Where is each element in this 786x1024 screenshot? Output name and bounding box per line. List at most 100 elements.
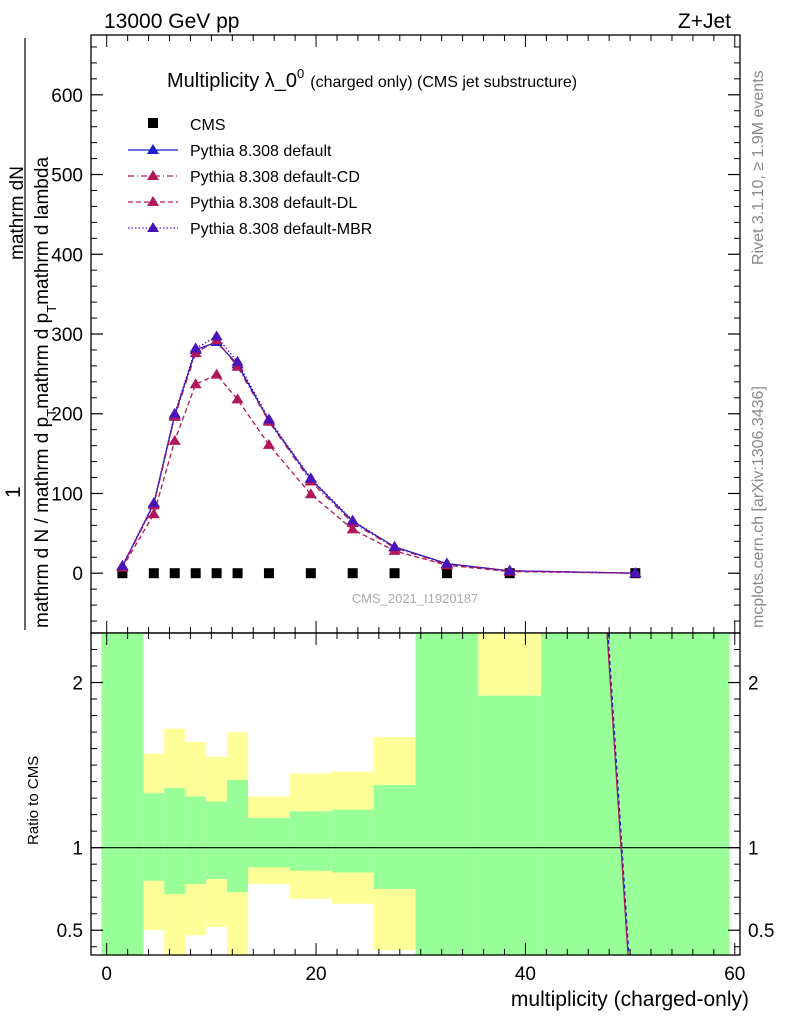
main-plot-marks (116, 330, 642, 579)
rivet-label: Rivet 3.1.10, ≥ 1.9M events (750, 70, 767, 265)
ratio-band-green (185, 796, 207, 884)
legend: CMS Pythia 8.308 default Pythia 8.308 de… (128, 117, 372, 238)
ratio-band-green (541, 633, 730, 955)
header-left: 13000 GeV pp (104, 10, 239, 33)
x-axis-label: multiplicity (charged-only) (511, 988, 749, 1011)
series-marker-4 (168, 407, 181, 418)
y-label-den-mid: mathrm d p (32, 313, 53, 409)
ratio-panel: 0.5 0.51 12 20 20 40 60 Ratio to CMS multiplic… (25, 632, 774, 1011)
ratio-series-line-blue (607, 632, 630, 956)
main-plot-frame (90, 34, 741, 634)
y-tick-label: 600 (51, 86, 83, 107)
ratio-band-yellow (478, 633, 542, 696)
legend-label-default-dl: Pythia 8.308 default-DL (190, 195, 357, 212)
x-tick-label: 0 (101, 964, 112, 985)
ratio-plot-frame (90, 632, 741, 956)
y-tick-label: 300 (51, 325, 83, 346)
cms-data-point (305, 568, 316, 579)
series-marker-4 (231, 355, 244, 366)
ratio-y-tick-label: 1 (72, 839, 83, 860)
y-label-numerator: 1 (2, 486, 25, 498)
series-marker-3 (189, 378, 202, 389)
series-marker-3 (262, 438, 275, 449)
ratio-y-tick-label-right: 0.5 (748, 921, 774, 942)
ratio-y-tick-label: 2 (72, 674, 83, 695)
plot-title-sup: 0 (297, 66, 304, 81)
series-line-3 (121, 373, 636, 574)
ratio-band-green (143, 793, 165, 881)
legend-marker-default-dl (147, 196, 159, 206)
cms-data-point (148, 568, 159, 579)
ratio-y-tick-label-right: 1 (748, 839, 759, 860)
series-marker-3 (346, 523, 359, 534)
plot-title-suffix: (charged only) (CMS jet substructure) (310, 74, 577, 91)
ratio-y-tick-label: 0.5 (57, 921, 83, 942)
y-label-den-sub2: T (44, 305, 59, 313)
legend-marker-default-mbr (147, 222, 159, 232)
x-tick-label: 40 (515, 964, 536, 985)
series-marker-4 (189, 342, 202, 353)
legend-label-cms: CMS (190, 117, 226, 134)
cms-data-point (232, 568, 243, 579)
series-marker-3 (304, 488, 317, 499)
ratio-band-green (206, 801, 228, 880)
legend-marker-default (147, 144, 159, 154)
series-marker-4 (210, 330, 223, 341)
y-axis-label: 1 mathrm d N / mathrm d pTmathrm d pTmat… (2, 38, 59, 630)
series-marker-4 (629, 567, 642, 578)
series-marker-3 (231, 393, 244, 404)
y-label-den-main: mathrm d N / mathrm d p (32, 417, 53, 628)
y-label-den-sub1: T (44, 409, 59, 417)
ratio-band-green (289, 811, 332, 871)
cms-data-point (211, 568, 222, 579)
series-marker-3 (210, 368, 223, 379)
legend-label-default-cd: Pythia 8.308 default-CD (190, 169, 360, 186)
ratio-plot-marks (91, 632, 740, 956)
y-label-den-end: mathrm d lambda (32, 157, 53, 305)
cms-data-point (117, 568, 128, 579)
legend-label-default: Pythia 8.308 default (190, 143, 332, 160)
watermark: CMS_2021_I1920187 (352, 591, 479, 606)
ratio-axes: 0.5 0.51 12 20 20 40 60 (57, 633, 774, 985)
cms-data-point (389, 568, 400, 579)
ratio-y-tick-label-right: 2 (748, 674, 759, 695)
ratio-series-line-red (606, 632, 629, 956)
cms-data-point (347, 568, 358, 579)
y-tick-label: 500 (51, 166, 83, 187)
ratio-band-green (415, 633, 479, 955)
series-marker-4 (503, 564, 516, 575)
ratio-band-green (101, 633, 144, 955)
legend-label-default-mbr: Pythia 8.308 default-MBR (190, 221, 372, 238)
ratio-band-green (331, 809, 374, 873)
cms-data-point (441, 568, 452, 579)
legend-marker-default-cd (147, 170, 159, 180)
series-marker-4 (304, 472, 317, 483)
plot-title-main: Multiplicity λ_0 (167, 70, 297, 92)
series-marker-4 (440, 557, 453, 568)
y-tick-label: 200 (51, 405, 83, 426)
series-line-2 (121, 339, 636, 574)
y-label-denominator: mathrm d N / mathrm d pTmathrm d pTmathr… (32, 157, 59, 628)
series-marker-4 (388, 540, 401, 551)
cms-data-point (169, 568, 180, 579)
x-tick-label: 60 (724, 964, 745, 985)
series-marker-3 (147, 508, 160, 519)
series-marker-4 (262, 413, 275, 424)
mcplots-label: mcplots.cern.ch [arXiv:1306.3436] (750, 386, 767, 628)
main-axes: 0 100 200 300 400 500 600 (51, 35, 740, 633)
series-marker-3 (168, 434, 181, 445)
header-right: Z+Jet (678, 10, 731, 33)
series-marker-4 (116, 560, 129, 571)
x-tick-label: 20 (305, 964, 326, 985)
ratio-band-green (248, 817, 290, 868)
ratio-band-green (164, 788, 186, 894)
legend-marker-cms (148, 118, 158, 128)
ratio-band-green (227, 779, 249, 893)
series-marker-4 (346, 514, 359, 525)
y-tick-label: 0 (72, 564, 83, 585)
y-tick-label: 100 (51, 484, 83, 505)
y-label-top: mathrm dN (7, 166, 28, 260)
y-tick-label: 400 (51, 245, 83, 266)
